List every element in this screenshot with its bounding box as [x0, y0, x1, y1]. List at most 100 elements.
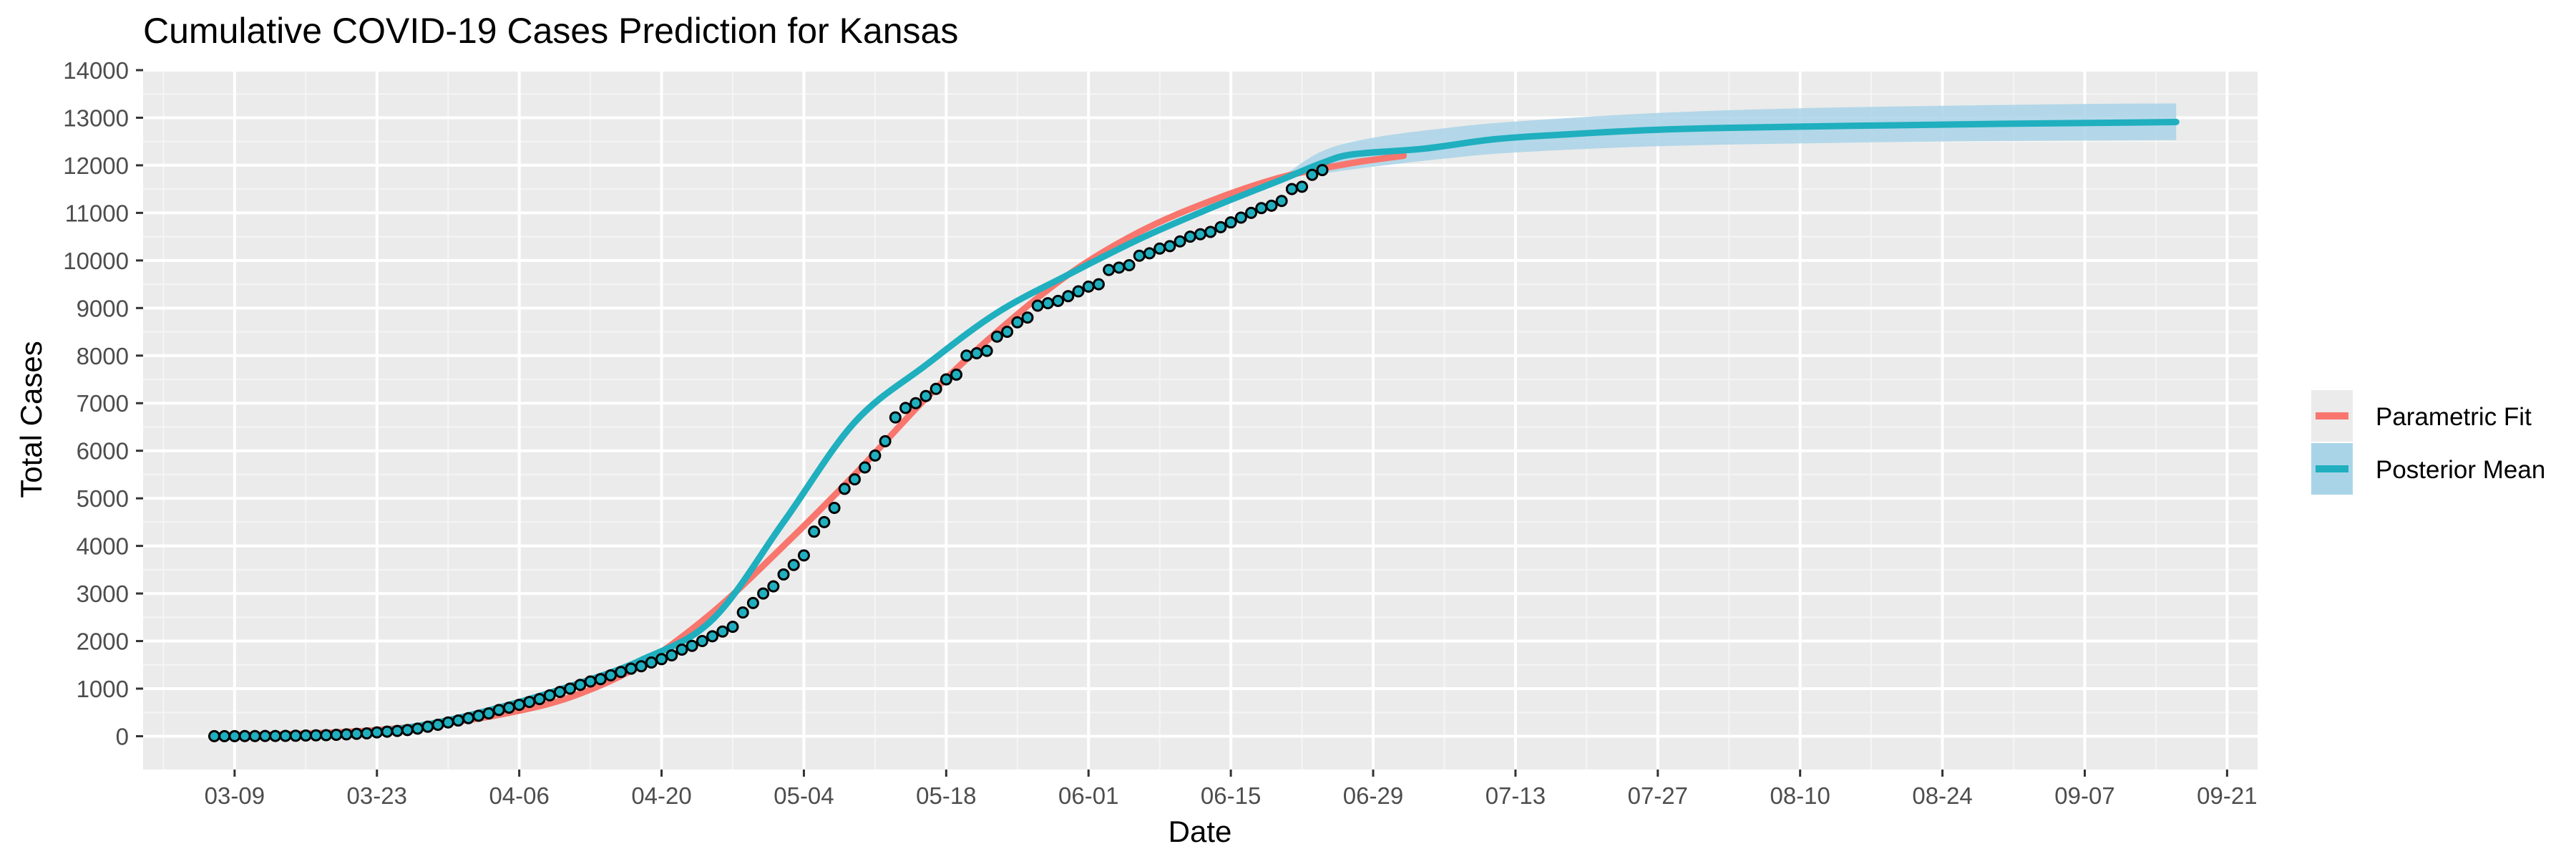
- observed-point: [1153, 242, 1166, 255]
- observed-point: [1062, 290, 1075, 303]
- x-axis: 03-09 03-23 04-06 04-20 05-04 05-18 06-01 06-15…: [205, 770, 2258, 809]
- observed-point: [371, 726, 384, 739]
- observed-point: [757, 587, 770, 600]
- observed-point: [940, 373, 952, 386]
- y-tick-label: 3000: [77, 581, 129, 607]
- observed-point: [919, 389, 932, 402]
- observed-point: [228, 729, 241, 742]
- observed-point: [818, 515, 831, 528]
- x-tick-label: 06-01: [1058, 782, 1118, 809]
- y-tick-label: 14000: [63, 57, 129, 84]
- y-tick-label: 10000: [63, 248, 129, 274]
- observed-point: [899, 402, 912, 414]
- observed-point: [330, 728, 343, 741]
- observed-point: [1011, 316, 1024, 329]
- observed-point: [543, 689, 556, 702]
- observed-point: [248, 729, 261, 742]
- observed-point: [1204, 225, 1217, 238]
- observed-point: [930, 382, 942, 395]
- y-tick-label: 2000: [77, 629, 129, 655]
- x-tick-label: 03-23: [347, 782, 407, 809]
- x-tick-label: 05-04: [774, 782, 834, 809]
- observed-points: [208, 164, 1329, 742]
- observed-point: [401, 724, 414, 737]
- observed-point: [269, 729, 282, 742]
- plot-panel: [143, 70, 2258, 770]
- observed-point: [1052, 294, 1065, 307]
- observed-point: [1113, 261, 1126, 274]
- observed-point: [746, 596, 759, 609]
- observed-point: [767, 580, 780, 593]
- observed-point: [787, 558, 800, 571]
- observed-point: [1041, 297, 1054, 310]
- observed-point: [777, 568, 790, 581]
- observed-point: [655, 653, 668, 666]
- observed-point: [564, 682, 577, 695]
- observed-point: [625, 662, 638, 675]
- observed-point: [889, 411, 902, 424]
- chart-title: Cumulative COVID-19 Cases Prediction for…: [143, 11, 958, 51]
- observed-point: [797, 549, 810, 562]
- observed-point: [492, 704, 505, 717]
- observed-point: [208, 729, 220, 742]
- observed-point: [472, 709, 485, 722]
- observed-point: [340, 728, 353, 741]
- observed-point: [279, 729, 292, 742]
- observed-point: [675, 644, 688, 656]
- observed-point: [960, 349, 973, 362]
- observed-point: [289, 729, 302, 742]
- observed-point: [1245, 206, 1258, 219]
- minor-gridlines: [143, 70, 2258, 770]
- observed-point: [1174, 235, 1186, 248]
- x-tick-label: 07-27: [1628, 782, 1688, 809]
- observed-point: [320, 729, 333, 742]
- observed-point: [361, 727, 374, 739]
- x-tick-label: 08-10: [1770, 782, 1830, 809]
- observed-point: [350, 727, 363, 740]
- y-tick-label: 5000: [77, 485, 129, 512]
- y-tick-label: 9000: [77, 295, 129, 321]
- legend: Parametric Fit Posterior Mean: [2311, 390, 2545, 495]
- observed-point: [859, 461, 872, 474]
- observed-point: [686, 639, 698, 652]
- observed-point: [605, 669, 618, 681]
- observed-point: [838, 482, 851, 495]
- observed-point: [238, 729, 251, 742]
- observed-point: [1163, 240, 1176, 253]
- observed-point: [1184, 230, 1196, 243]
- observed-point: [716, 625, 729, 638]
- observed-point: [1265, 199, 1278, 212]
- observed-point: [1224, 216, 1237, 229]
- observed-point: [441, 716, 454, 729]
- observed-point: [1143, 247, 1156, 260]
- x-tick-label: 04-06: [489, 782, 549, 809]
- observed-point: [970, 346, 983, 359]
- observed-point: [950, 368, 963, 381]
- observed-point: [258, 729, 271, 742]
- observed-point: [869, 449, 882, 462]
- observed-point: [1214, 220, 1227, 233]
- observed-point: [990, 330, 1003, 343]
- observed-point: [553, 686, 566, 699]
- observed-point: [645, 656, 658, 669]
- x-tick-label: 06-15: [1201, 782, 1261, 809]
- observed-point: [502, 702, 515, 714]
- observed-point: [594, 673, 607, 686]
- y-tick-label: 0: [116, 723, 129, 749]
- observed-point: [1123, 258, 1136, 271]
- observed-point: [381, 725, 394, 738]
- observed-point: [1306, 168, 1319, 181]
- observed-point: [1031, 299, 1044, 312]
- x-tick-label: 05-18: [916, 782, 976, 809]
- y-axis-label: Total Cases: [14, 341, 48, 498]
- y-axis: 0 1000 2000 3000 4000 5000 6000 7000 8000 9000 100…: [63, 57, 143, 749]
- observed-point: [909, 397, 922, 409]
- legend-label-parametric-fit: Parametric Fit: [2376, 403, 2532, 431]
- observed-point: [1133, 249, 1146, 262]
- y-tick-label: 11000: [65, 200, 129, 226]
- observed-point: [615, 666, 628, 679]
- observed-point: [1316, 164, 1329, 177]
- observed-point: [828, 501, 841, 514]
- y-tick-label: 1000: [77, 676, 129, 702]
